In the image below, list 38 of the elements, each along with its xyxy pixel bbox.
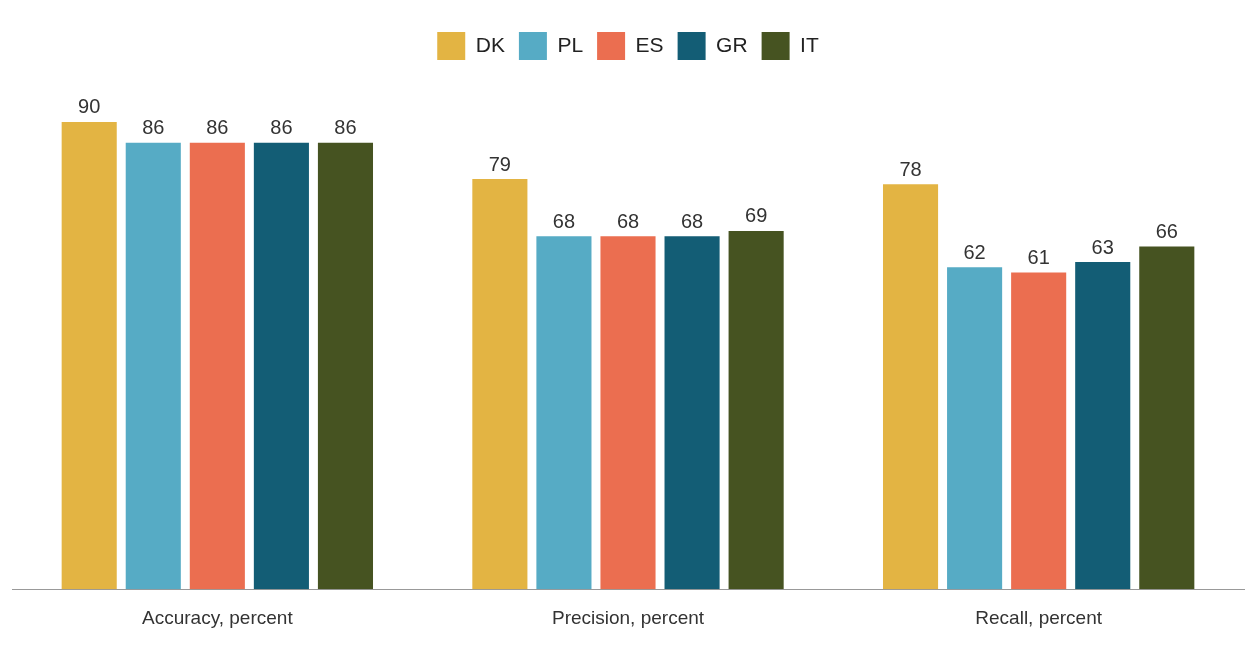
legend-label: PL [557, 32, 584, 56]
data-label: 86 [142, 116, 165, 139]
data-label: 68 [552, 209, 576, 232]
bar [61, 121, 117, 590]
data-label: 86 [206, 116, 229, 139]
bar [728, 230, 784, 590]
legend-label: ES [635, 32, 664, 56]
data-label: 61 [1027, 246, 1050, 268]
bar [536, 236, 592, 590]
data-label: 68 [616, 209, 640, 232]
bar [1139, 246, 1195, 590]
data-label: 86 [334, 116, 357, 139]
data-label: 66 [1155, 220, 1178, 243]
data-label: 69 [745, 204, 768, 227]
legend-label: IT [800, 32, 819, 56]
bar [664, 236, 720, 590]
legend-label: DK [475, 32, 505, 56]
bar [125, 142, 181, 590]
data-label: 62 [963, 240, 986, 263]
bar [947, 267, 1003, 590]
data-label: 78 [899, 157, 922, 180]
bar [600, 236, 656, 590]
bar [189, 142, 245, 590]
data-label: 63 [1091, 235, 1114, 258]
x-tick-label: Recall, percent [975, 606, 1103, 628]
bar [472, 179, 528, 590]
data-label: 79 [488, 152, 511, 175]
bar [1011, 272, 1067, 590]
data-label: 68 [680, 209, 704, 232]
x-tick-label: Accuracy, percent [142, 606, 294, 628]
bar [317, 142, 374, 590]
data-label: 90 [78, 95, 101, 118]
bar [253, 142, 309, 590]
legend-label: GR [716, 32, 748, 56]
data-label: 86 [270, 116, 293, 139]
x-tick-label: Precision, percent [551, 606, 705, 628]
bar [882, 184, 939, 590]
bar [1075, 262, 1131, 590]
